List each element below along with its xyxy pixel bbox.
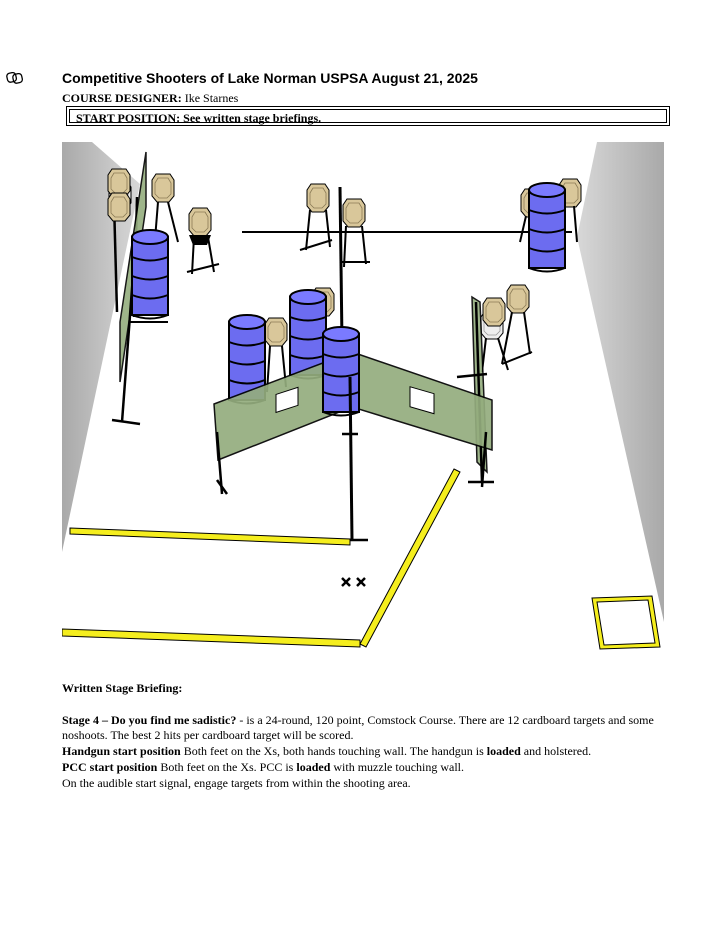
target-right-side [480,284,533,373]
handgun-label: Handgun start position [62,744,181,758]
handgun-text-end: and holstered. [520,744,592,758]
start-position-text: See written stage briefings. [183,111,322,125]
fault-lines [62,468,461,648]
barrel-center-front [322,326,360,417]
stage-title: Stage 4 – Do you find me sadistic? [62,713,237,727]
handgun-start: Handgun start position Both feet on the … [62,744,672,759]
designer-name: Ike Starnes [184,91,239,105]
start-position-x-marks [341,577,366,587]
start-box-square [591,595,661,650]
pcc-label: PCC start position [62,760,158,774]
stage-description: Stage 4 – Do you find me sadistic? - is … [62,713,672,743]
briefing-heading: Written Stage Briefing: [62,681,183,695]
start-position-label: START POSITION: [76,111,181,125]
pcc-text: Both feet on the Xs. PCC is [157,760,297,774]
handgun-text: Both feet on the Xs, both hands touching… [180,744,487,758]
barrel-right [528,182,566,273]
start-signal: On the audible start signal, engage targ… [62,776,411,790]
page-title: Competitive Shooters of Lake Norman USPS… [62,70,478,86]
port-left [275,386,299,414]
pcc-start: PCC start position Both feet on the Xs. … [62,760,672,775]
barrel-left [130,229,169,323]
left-side-wall [62,142,140,552]
logo-icon [6,71,24,84]
stage-briefing: Stage 4 – Do you find me sadistic? - is … [62,713,672,792]
right-side-wall [577,142,664,622]
pcc-text-end: with muzzle touching wall. [330,760,465,774]
stage-desc: - is a 24-round, 120 point, Comstock Cou… [62,713,654,742]
target-left-mid [186,207,220,275]
designer-label: COURSE DESIGNER: [62,91,182,105]
course-designer: COURSE DESIGNER: Ike Starnes [62,91,238,106]
port-right [409,386,435,415]
handgun-loaded: loaded [486,744,521,758]
target-right-back [519,178,582,243]
pcc-loaded: loaded [296,760,331,774]
target-center-back [299,183,370,268]
start-position-box: START POSITION: See written stage briefi… [66,106,670,126]
stage-diagram [62,142,664,650]
